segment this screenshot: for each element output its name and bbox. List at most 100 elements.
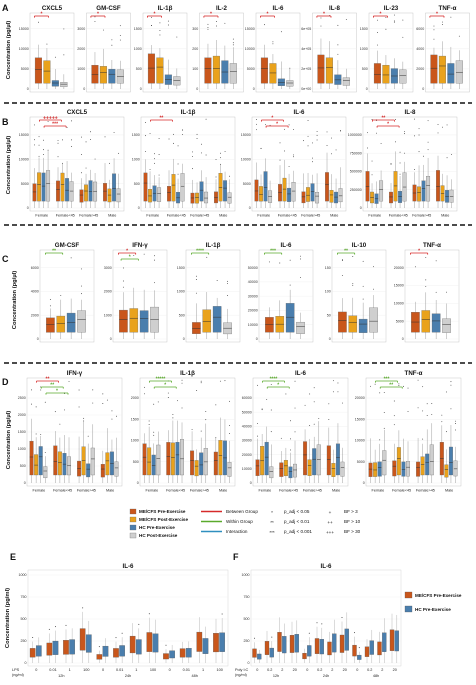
significance-stars: +++++ bbox=[43, 115, 58, 121]
box-body bbox=[103, 183, 107, 202]
dose-label: 1 bbox=[69, 668, 71, 672]
outlier-point bbox=[220, 152, 221, 154]
box-body bbox=[317, 54, 325, 84]
tick-label: 1000 bbox=[131, 439, 139, 443]
outlier-point bbox=[64, 409, 65, 411]
box-body bbox=[364, 646, 370, 657]
outlier-point bbox=[227, 283, 228, 284]
box-body bbox=[119, 309, 128, 333]
tick-label: 20000 bbox=[242, 453, 252, 457]
box-body bbox=[107, 188, 112, 203]
tick-label: 1500 bbox=[18, 430, 26, 434]
outlier-point bbox=[422, 438, 424, 440]
dose-label: 100 bbox=[150, 668, 156, 672]
outlier-point bbox=[326, 145, 328, 147]
box-body bbox=[65, 178, 70, 202]
tick-label: 500 bbox=[179, 313, 185, 317]
outlier-point bbox=[167, 24, 169, 26]
tick-label: 2000 bbox=[104, 290, 112, 294]
outlier-point bbox=[167, 397, 169, 398]
box-body bbox=[377, 641, 382, 656]
box-body bbox=[108, 68, 116, 84]
outlier-point bbox=[402, 36, 404, 38]
box-body bbox=[112, 173, 117, 202]
outlier-point bbox=[38, 136, 40, 138]
outlier-point bbox=[399, 162, 401, 164]
tick-label: 250 bbox=[21, 639, 27, 643]
outlier-point bbox=[451, 154, 453, 155]
outlier-point bbox=[352, 256, 354, 257]
legend-symbol: * bbox=[271, 510, 273, 515]
outlier-point bbox=[71, 120, 73, 122]
outlier-point bbox=[38, 144, 40, 146]
outlier-point bbox=[133, 254, 135, 256]
panel-label: B bbox=[2, 117, 9, 127]
tick-label: 2000 bbox=[31, 313, 39, 317]
outlier-point bbox=[414, 135, 415, 137]
dose-label: 1 bbox=[135, 668, 137, 672]
axis-label: (ng/ml) bbox=[235, 673, 248, 677]
outlier-point bbox=[431, 403, 433, 405]
outlier-point bbox=[83, 420, 85, 422]
box-body bbox=[148, 189, 152, 203]
box-body bbox=[436, 170, 440, 202]
outlier-point bbox=[205, 154, 207, 156]
box-body bbox=[254, 179, 259, 202]
box-body bbox=[93, 181, 98, 202]
outlier-point bbox=[176, 36, 178, 38]
tick-label: 20000 bbox=[248, 309, 258, 313]
box-body bbox=[394, 630, 399, 652]
outlier-point bbox=[390, 162, 392, 164]
significance-stars: * bbox=[276, 121, 278, 127]
outlier-point bbox=[82, 607, 84, 609]
outlier-point bbox=[285, 393, 287, 395]
outlier-point bbox=[90, 138, 92, 140]
group-label: Female bbox=[259, 489, 272, 493]
outlier-point bbox=[312, 142, 314, 144]
outlier-point bbox=[371, 160, 373, 162]
outlier-point bbox=[195, 275, 197, 277]
outlier-point bbox=[383, 391, 385, 393]
outlier-point bbox=[119, 34, 121, 36]
box-body bbox=[43, 60, 51, 84]
outlier-point bbox=[441, 414, 443, 416]
legend-label: ME/CFS Post-Exercise bbox=[139, 517, 188, 522]
outlier-point bbox=[393, 424, 395, 426]
outlier-point bbox=[182, 129, 184, 131]
outlier-point bbox=[57, 156, 59, 158]
outlier-point bbox=[70, 257, 72, 259]
tick-label: 20000 bbox=[394, 266, 404, 270]
tick-label: 50 bbox=[327, 313, 331, 317]
outlier-point bbox=[383, 411, 385, 413]
outlier-point bbox=[321, 623, 323, 625]
outlier-point bbox=[109, 162, 110, 164]
facet-title: IL-6 bbox=[295, 370, 307, 377]
tick-label: 0 bbox=[360, 206, 362, 210]
legend-label: HC Pre-Exercise bbox=[415, 607, 451, 612]
outlier-point bbox=[335, 149, 337, 151]
significance-stars: *** bbox=[52, 121, 58, 127]
box-body bbox=[88, 180, 93, 202]
outlier-point bbox=[385, 28, 387, 30]
outlier-point bbox=[94, 21, 96, 22]
outlier-point bbox=[227, 280, 228, 282]
outlier-point bbox=[122, 280, 124, 282]
tick-label: 0 bbox=[329, 337, 331, 341]
outlier-point bbox=[425, 256, 427, 258]
tick-label: 6e+05 bbox=[301, 27, 311, 31]
time-label: 12h bbox=[58, 674, 64, 678]
legend-swatch bbox=[404, 605, 413, 613]
significance-stars: *** bbox=[384, 376, 390, 382]
outlier-point bbox=[43, 154, 45, 156]
outlier-point bbox=[81, 293, 82, 295]
outlier-point bbox=[393, 14, 395, 16]
box-body bbox=[69, 181, 74, 202]
tick-label: 300 bbox=[192, 27, 198, 31]
outlier-point bbox=[191, 428, 193, 430]
dose-label: 0 bbox=[256, 668, 258, 672]
panel-label: D bbox=[2, 377, 9, 387]
outlier-point bbox=[192, 168, 193, 170]
tick-label: 750 bbox=[244, 595, 250, 599]
dose-label: 0 bbox=[102, 668, 104, 672]
